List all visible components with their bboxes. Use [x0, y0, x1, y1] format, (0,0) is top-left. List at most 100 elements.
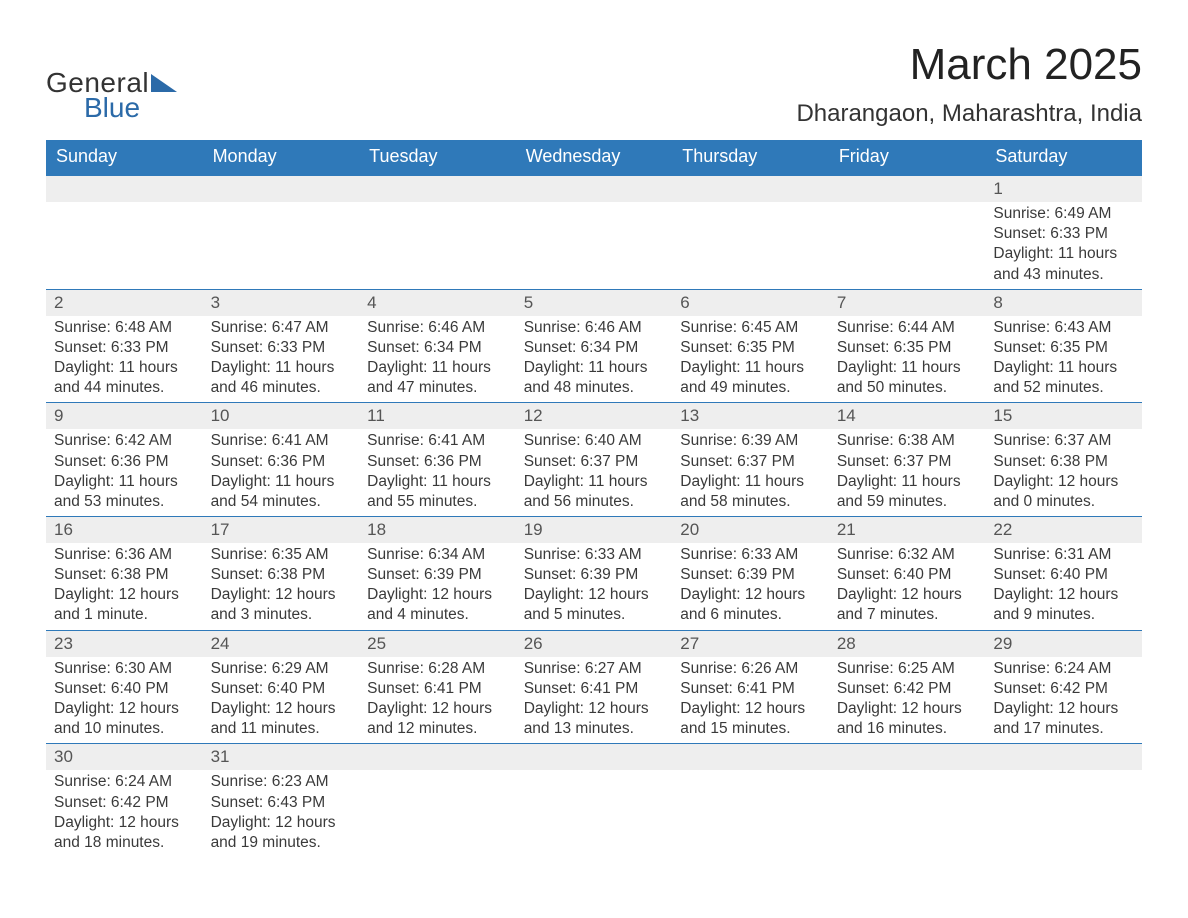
day-number: 24 [211, 634, 230, 653]
day-number-cell [516, 744, 673, 771]
day-number: 5 [524, 293, 533, 312]
day-ss: Sunset: 6:35 PM [680, 338, 821, 358]
day-number-cell [985, 744, 1142, 771]
day-sr: Sunrise: 6:41 AM [367, 431, 508, 451]
day-sr: Sunrise: 6:25 AM [837, 659, 978, 679]
data-row: Sunrise: 6:24 AMSunset: 6:42 PMDaylight:… [46, 770, 1142, 857]
day-ss: Sunset: 6:40 PM [993, 565, 1134, 585]
day-sr: Sunrise: 6:46 AM [524, 318, 665, 338]
day-d1: Daylight: 11 hours [54, 358, 195, 378]
day-number-cell: 29 [985, 630, 1142, 657]
day-number-cell: 17 [203, 516, 360, 543]
day-d1: Daylight: 12 hours [524, 699, 665, 719]
day-number-cell [359, 176, 516, 203]
day-number-cell [672, 176, 829, 203]
day-data-cell: Sunrise: 6:38 AMSunset: 6:37 PMDaylight:… [829, 429, 986, 516]
day-d2: and 53 minutes. [54, 492, 195, 512]
day-data-cell: Sunrise: 6:24 AMSunset: 6:42 PMDaylight:… [46, 770, 203, 857]
daynum-row: 9101112131415 [46, 403, 1142, 430]
day-data-cell [829, 202, 986, 289]
day-data-cell: Sunrise: 6:46 AMSunset: 6:34 PMDaylight:… [516, 316, 673, 403]
day-d2: and 19 minutes. [211, 833, 352, 853]
daynum-row: 3031 [46, 744, 1142, 771]
day-number: 14 [837, 406, 856, 425]
day-d2: and 15 minutes. [680, 719, 821, 739]
day-number-cell: 5 [516, 289, 673, 316]
day-data-cell: Sunrise: 6:39 AMSunset: 6:37 PMDaylight:… [672, 429, 829, 516]
day-d2: and 11 minutes. [211, 719, 352, 739]
day-sr: Sunrise: 6:35 AM [211, 545, 352, 565]
day-d2: and 44 minutes. [54, 378, 195, 398]
day-number-cell: 27 [672, 630, 829, 657]
day-d1: Daylight: 12 hours [524, 585, 665, 605]
day-sr: Sunrise: 6:41 AM [211, 431, 352, 451]
day-d2: and 17 minutes. [993, 719, 1134, 739]
day-number: 27 [680, 634, 699, 653]
day-number-cell: 11 [359, 403, 516, 430]
day-sr: Sunrise: 6:45 AM [680, 318, 821, 338]
day-d1: Daylight: 12 hours [54, 699, 195, 719]
daynum-row: 1 [46, 176, 1142, 203]
day-number-cell: 2 [46, 289, 203, 316]
day-sr: Sunrise: 6:24 AM [993, 659, 1134, 679]
day-d1: Daylight: 12 hours [993, 699, 1134, 719]
day-d2: and 43 minutes. [993, 265, 1134, 285]
day-number: 30 [54, 747, 73, 766]
day-d1: Daylight: 11 hours [367, 358, 508, 378]
day-number: 2 [54, 293, 63, 312]
day-d2: and 50 minutes. [837, 378, 978, 398]
day-header: Monday [203, 140, 360, 176]
day-ss: Sunset: 6:37 PM [837, 452, 978, 472]
day-number-cell: 22 [985, 516, 1142, 543]
day-sr: Sunrise: 6:37 AM [993, 431, 1134, 451]
day-header: Saturday [985, 140, 1142, 176]
day-number-cell: 10 [203, 403, 360, 430]
daynum-row: 23242526272829 [46, 630, 1142, 657]
day-header: Wednesday [516, 140, 673, 176]
day-d2: and 54 minutes. [211, 492, 352, 512]
day-data-cell: Sunrise: 6:43 AMSunset: 6:35 PMDaylight:… [985, 316, 1142, 403]
day-number-cell: 7 [829, 289, 986, 316]
day-sr: Sunrise: 6:36 AM [54, 545, 195, 565]
data-row: Sunrise: 6:48 AMSunset: 6:33 PMDaylight:… [46, 316, 1142, 403]
day-d1: Daylight: 11 hours [54, 472, 195, 492]
day-number: 9 [54, 406, 63, 425]
logo-line2: Blue [84, 92, 140, 123]
day-d1: Daylight: 11 hours [837, 472, 978, 492]
day-d1: Daylight: 12 hours [680, 585, 821, 605]
day-number-cell: 8 [985, 289, 1142, 316]
day-number-cell [203, 176, 360, 203]
day-data-cell [672, 770, 829, 857]
day-sr: Sunrise: 6:48 AM [54, 318, 195, 338]
day-d2: and 12 minutes. [367, 719, 508, 739]
day-d1: Daylight: 12 hours [837, 585, 978, 605]
day-ss: Sunset: 6:40 PM [54, 679, 195, 699]
day-number-cell [516, 176, 673, 203]
day-data-cell: Sunrise: 6:23 AMSunset: 6:43 PMDaylight:… [203, 770, 360, 857]
day-sr: Sunrise: 6:31 AM [993, 545, 1134, 565]
day-ss: Sunset: 6:36 PM [54, 452, 195, 472]
day-header: Thursday [672, 140, 829, 176]
day-data-cell: Sunrise: 6:31 AMSunset: 6:40 PMDaylight:… [985, 543, 1142, 630]
day-ss: Sunset: 6:38 PM [54, 565, 195, 585]
day-ss: Sunset: 6:42 PM [993, 679, 1134, 699]
day-data-cell: Sunrise: 6:42 AMSunset: 6:36 PMDaylight:… [46, 429, 203, 516]
day-d2: and 6 minutes. [680, 605, 821, 625]
day-number-cell: 20 [672, 516, 829, 543]
day-data-cell: Sunrise: 6:24 AMSunset: 6:42 PMDaylight:… [985, 657, 1142, 744]
day-number: 25 [367, 634, 386, 653]
day-data-cell: Sunrise: 6:33 AMSunset: 6:39 PMDaylight:… [672, 543, 829, 630]
day-sr: Sunrise: 6:32 AM [837, 545, 978, 565]
page-title: March 2025 [796, 40, 1142, 90]
day-d2: and 49 minutes. [680, 378, 821, 398]
day-number: 4 [367, 293, 376, 312]
logo-text: General Blue [46, 70, 177, 120]
day-d2: and 58 minutes. [680, 492, 821, 512]
day-data-cell [672, 202, 829, 289]
day-sr: Sunrise: 6:24 AM [54, 772, 195, 792]
day-d1: Daylight: 12 hours [680, 699, 821, 719]
day-number: 22 [993, 520, 1012, 539]
day-data-cell: Sunrise: 6:35 AMSunset: 6:38 PMDaylight:… [203, 543, 360, 630]
day-sr: Sunrise: 6:33 AM [524, 545, 665, 565]
daynum-row: 16171819202122 [46, 516, 1142, 543]
